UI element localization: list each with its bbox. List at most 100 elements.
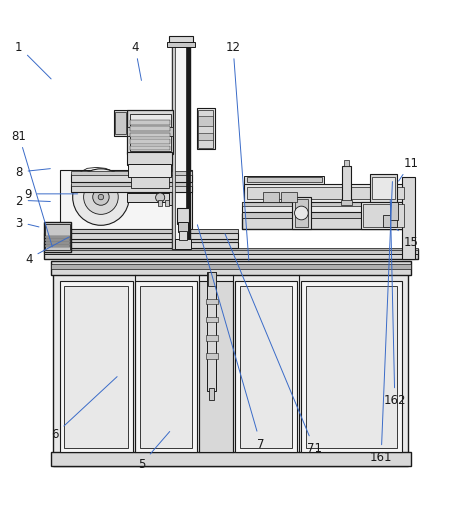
Bar: [179, 232, 186, 241]
Bar: [242, 214, 411, 230]
Bar: [247, 178, 322, 183]
Bar: [295, 200, 308, 227]
Bar: [44, 248, 418, 251]
Bar: [372, 177, 395, 200]
Bar: [44, 230, 238, 234]
Text: 161: 161: [370, 182, 393, 463]
Bar: [71, 172, 192, 176]
Text: 3: 3: [15, 216, 39, 229]
Text: 11: 11: [399, 157, 418, 182]
Bar: [173, 41, 188, 248]
Bar: [130, 121, 170, 125]
Bar: [209, 389, 214, 400]
Bar: [342, 166, 351, 203]
Text: 7: 7: [197, 225, 264, 449]
Circle shape: [73, 169, 129, 226]
Bar: [130, 140, 170, 145]
Bar: [169, 37, 193, 45]
Bar: [242, 203, 411, 206]
Bar: [206, 299, 218, 304]
Bar: [197, 109, 215, 150]
Bar: [71, 182, 192, 186]
Bar: [130, 146, 170, 151]
Bar: [344, 161, 349, 166]
Bar: [51, 265, 411, 269]
Bar: [341, 201, 351, 206]
Bar: [44, 249, 418, 254]
Bar: [186, 41, 190, 250]
Bar: [198, 117, 213, 127]
Bar: [240, 287, 292, 448]
Bar: [115, 113, 127, 135]
Bar: [171, 41, 190, 250]
Circle shape: [84, 180, 118, 215]
Bar: [44, 239, 238, 243]
Bar: [51, 453, 411, 466]
Bar: [247, 187, 404, 200]
Bar: [165, 201, 169, 206]
Bar: [390, 202, 399, 220]
Text: 71: 71: [225, 234, 322, 454]
Text: 1: 1: [15, 41, 51, 80]
Bar: [167, 43, 195, 48]
Bar: [44, 222, 71, 252]
Bar: [402, 178, 415, 260]
Bar: [244, 184, 406, 203]
Bar: [383, 216, 397, 227]
Bar: [135, 282, 197, 453]
Bar: [361, 202, 406, 230]
Bar: [130, 115, 170, 152]
Circle shape: [98, 195, 104, 201]
Bar: [45, 243, 70, 244]
Bar: [114, 111, 128, 136]
Text: 4: 4: [25, 238, 69, 266]
Circle shape: [93, 189, 109, 206]
Bar: [302, 282, 402, 453]
Bar: [235, 282, 297, 453]
Bar: [242, 203, 411, 213]
Text: 4: 4: [131, 41, 141, 81]
Circle shape: [155, 193, 165, 203]
Bar: [206, 354, 218, 359]
Text: 5: 5: [138, 432, 170, 470]
Bar: [130, 127, 170, 132]
Bar: [363, 205, 404, 227]
Bar: [128, 128, 173, 136]
Bar: [199, 282, 233, 453]
Bar: [169, 191, 181, 206]
Text: 15: 15: [397, 230, 418, 248]
Bar: [64, 287, 128, 448]
Bar: [128, 194, 173, 202]
Bar: [60, 282, 133, 453]
Bar: [45, 236, 70, 238]
Bar: [131, 177, 169, 188]
Bar: [45, 246, 70, 248]
Text: 8: 8: [15, 166, 50, 179]
Text: 2: 2: [15, 194, 50, 207]
Bar: [45, 240, 70, 241]
Bar: [207, 273, 216, 391]
Bar: [140, 287, 192, 448]
Bar: [171, 41, 175, 250]
Bar: [130, 133, 170, 138]
Bar: [128, 111, 173, 154]
Bar: [128, 153, 172, 166]
Bar: [158, 201, 162, 206]
Bar: [244, 176, 324, 184]
Bar: [176, 209, 189, 224]
Bar: [178, 222, 188, 233]
Text: 6: 6: [52, 377, 117, 441]
Bar: [44, 243, 238, 248]
Bar: [128, 164, 171, 178]
Bar: [263, 192, 279, 202]
Bar: [51, 261, 411, 275]
Text: 12: 12: [226, 41, 249, 261]
Bar: [281, 192, 297, 202]
Circle shape: [295, 207, 308, 220]
Bar: [206, 335, 218, 341]
Bar: [45, 224, 70, 251]
Bar: [370, 175, 397, 202]
Text: 162: 162: [383, 201, 406, 407]
Bar: [71, 185, 192, 193]
Text: 9: 9: [24, 188, 78, 201]
